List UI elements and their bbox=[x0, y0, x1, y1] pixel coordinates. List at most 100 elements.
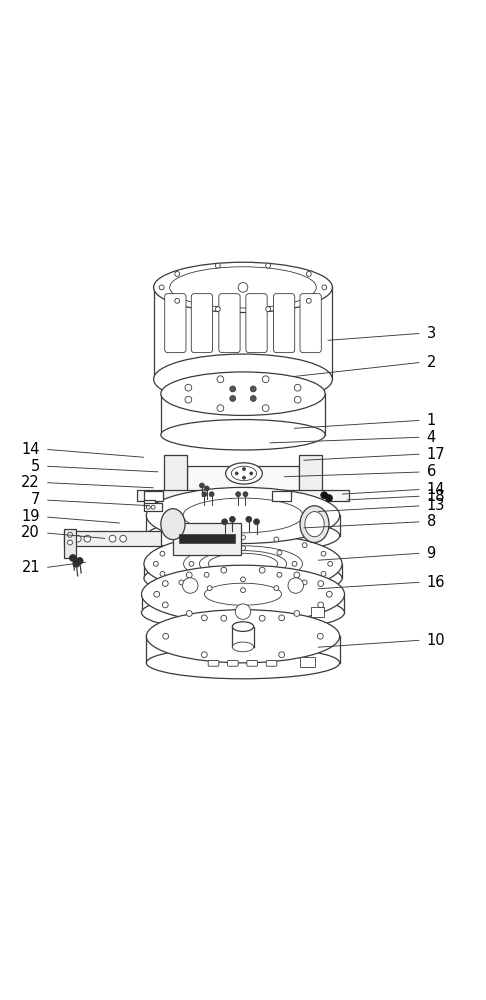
Text: 4: 4 bbox=[427, 430, 436, 445]
Circle shape bbox=[250, 386, 256, 392]
Bar bbox=[300, 657, 314, 667]
Circle shape bbox=[175, 272, 180, 276]
Circle shape bbox=[160, 551, 165, 556]
Circle shape bbox=[230, 396, 236, 401]
Circle shape bbox=[274, 586, 279, 591]
Circle shape bbox=[241, 546, 245, 551]
Bar bbox=[144, 503, 162, 511]
Ellipse shape bbox=[183, 498, 303, 533]
Bar bbox=[311, 607, 324, 617]
Circle shape bbox=[185, 384, 192, 391]
Circle shape bbox=[260, 615, 265, 621]
Circle shape bbox=[200, 483, 204, 488]
Circle shape bbox=[326, 495, 332, 501]
Ellipse shape bbox=[141, 565, 345, 623]
Text: 14: 14 bbox=[21, 442, 40, 457]
Circle shape bbox=[274, 537, 279, 542]
Circle shape bbox=[146, 505, 150, 509]
Circle shape bbox=[317, 633, 323, 639]
Circle shape bbox=[202, 492, 207, 497]
Ellipse shape bbox=[300, 506, 329, 543]
Bar bbox=[144, 491, 163, 501]
Circle shape bbox=[288, 578, 303, 593]
Circle shape bbox=[235, 472, 238, 475]
Ellipse shape bbox=[146, 610, 340, 663]
Text: 21: 21 bbox=[21, 560, 40, 575]
Circle shape bbox=[159, 285, 164, 290]
Bar bbox=[64, 531, 161, 546]
Circle shape bbox=[241, 577, 245, 582]
Circle shape bbox=[151, 505, 155, 509]
Circle shape bbox=[321, 571, 326, 576]
Ellipse shape bbox=[154, 354, 332, 404]
Text: 9: 9 bbox=[427, 546, 436, 561]
FancyBboxPatch shape bbox=[191, 294, 212, 353]
Circle shape bbox=[217, 376, 224, 383]
Bar bbox=[188, 466, 298, 510]
Bar bbox=[272, 491, 291, 501]
Circle shape bbox=[162, 602, 168, 608]
Circle shape bbox=[294, 396, 301, 403]
Circle shape bbox=[279, 652, 285, 658]
Circle shape bbox=[68, 532, 72, 537]
Circle shape bbox=[235, 604, 251, 619]
Circle shape bbox=[302, 543, 307, 548]
Ellipse shape bbox=[146, 518, 340, 554]
Bar bbox=[298, 455, 322, 522]
Circle shape bbox=[243, 492, 248, 497]
Circle shape bbox=[209, 492, 214, 497]
Circle shape bbox=[262, 376, 269, 383]
Ellipse shape bbox=[144, 534, 342, 594]
Circle shape bbox=[84, 535, 91, 542]
Bar bbox=[144, 500, 155, 506]
Text: 2: 2 bbox=[427, 355, 436, 370]
Circle shape bbox=[262, 405, 269, 412]
Ellipse shape bbox=[146, 487, 340, 543]
Text: 16: 16 bbox=[427, 575, 445, 590]
Circle shape bbox=[222, 519, 227, 525]
Bar bbox=[164, 455, 188, 522]
Circle shape bbox=[321, 551, 326, 556]
Circle shape bbox=[254, 519, 260, 525]
Circle shape bbox=[154, 591, 159, 597]
Circle shape bbox=[277, 550, 282, 555]
Circle shape bbox=[294, 611, 300, 616]
Text: 19: 19 bbox=[21, 509, 40, 524]
Ellipse shape bbox=[231, 466, 257, 481]
FancyBboxPatch shape bbox=[165, 294, 186, 353]
Circle shape bbox=[260, 567, 265, 573]
Circle shape bbox=[292, 561, 297, 566]
Ellipse shape bbox=[161, 420, 325, 450]
Circle shape bbox=[321, 492, 328, 499]
Circle shape bbox=[109, 535, 116, 542]
FancyBboxPatch shape bbox=[300, 294, 321, 353]
FancyBboxPatch shape bbox=[246, 294, 267, 353]
Text: 20: 20 bbox=[21, 525, 40, 540]
Circle shape bbox=[179, 580, 184, 585]
Bar bbox=[64, 529, 76, 558]
FancyBboxPatch shape bbox=[208, 660, 219, 666]
Text: 13: 13 bbox=[427, 498, 445, 513]
Circle shape bbox=[74, 535, 81, 542]
FancyBboxPatch shape bbox=[219, 294, 240, 353]
Circle shape bbox=[120, 535, 126, 542]
Circle shape bbox=[175, 298, 180, 303]
Circle shape bbox=[160, 571, 165, 576]
Circle shape bbox=[201, 615, 207, 621]
Circle shape bbox=[266, 263, 271, 268]
Circle shape bbox=[327, 591, 332, 597]
Bar bbox=[179, 534, 235, 543]
Circle shape bbox=[76, 558, 83, 564]
Text: 1: 1 bbox=[427, 413, 436, 428]
Circle shape bbox=[186, 611, 192, 616]
Text: 7: 7 bbox=[31, 492, 40, 507]
Text: 8: 8 bbox=[427, 514, 436, 529]
Circle shape bbox=[306, 272, 311, 276]
Circle shape bbox=[322, 285, 327, 290]
Text: 17: 17 bbox=[427, 447, 445, 462]
Circle shape bbox=[241, 588, 245, 593]
Circle shape bbox=[221, 615, 226, 621]
Circle shape bbox=[154, 561, 158, 566]
Circle shape bbox=[204, 550, 209, 555]
Circle shape bbox=[279, 615, 285, 621]
